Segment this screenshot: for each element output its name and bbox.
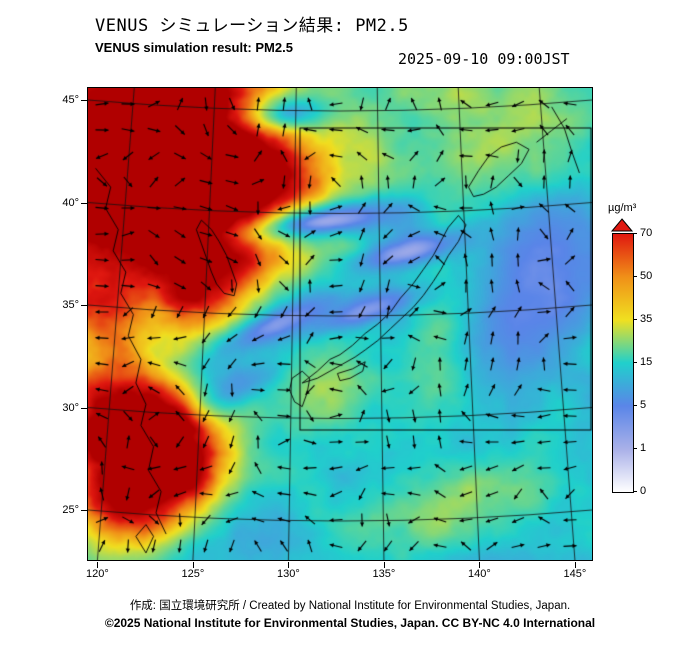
timestamp: 2025-09-10 09:00JST xyxy=(398,50,570,68)
latitude-tick-label: 40° xyxy=(62,196,79,209)
longitude-tick-label: 130° xyxy=(277,568,300,580)
colorbar-tick-label: 15 xyxy=(640,355,653,368)
colorbar-tick-label: 50 xyxy=(640,269,653,282)
latitude-tick-mark xyxy=(81,305,87,306)
colorbar-over-range-arrow-icon xyxy=(610,218,634,232)
colorbar-tick-label: 0 xyxy=(640,484,647,497)
latitude-tick-label: 35° xyxy=(62,299,79,311)
longitude-tick-mark xyxy=(479,562,481,568)
latitude-tick-label: 25° xyxy=(62,504,79,516)
latitude-tick-mark xyxy=(81,407,87,409)
longitude-tick-mark xyxy=(192,562,194,568)
colorbar-tick-label: 70 xyxy=(640,226,653,239)
latitude-tick-label: 45° xyxy=(62,94,79,106)
colorbar-tick-mark xyxy=(633,405,637,406)
colorbar-tick-label: 5 xyxy=(640,398,647,411)
longitude-tick-mark xyxy=(97,562,99,568)
colorbar-tick-label: 1 xyxy=(640,441,647,454)
longitude-tick-label: 125° xyxy=(181,568,205,580)
latitude-tick-mark xyxy=(81,510,87,511)
latitude-tick-mark xyxy=(81,202,87,204)
credit-line: 作成: 国立環境研究所 / Created by National Instit… xyxy=(129,600,571,612)
latitude-tick-label: 30° xyxy=(62,401,79,414)
colorbar-gradient xyxy=(612,233,634,493)
longitude-tick-label: 145° xyxy=(563,568,587,580)
latitude-tick-mark xyxy=(81,100,87,101)
longitude-tick-mark xyxy=(574,562,576,568)
colorbar-tick-mark xyxy=(633,362,637,363)
colorbar-tick-mark xyxy=(633,448,637,449)
longitude-tick-label: 120° xyxy=(86,568,109,580)
map-panel xyxy=(86,86,593,561)
colorbar-tick-label: 35 xyxy=(640,312,653,325)
page-title-jp: VENUS シミュレーション結果: PM2.5 xyxy=(95,16,409,36)
pm25-heatmap-canvas xyxy=(87,87,592,560)
longitude-tick-label: 140° xyxy=(468,568,491,580)
colorbar-tick-mark xyxy=(633,233,637,234)
colorbar-tick-mark xyxy=(633,319,637,320)
page-title-en: VENUS simulation result: PM2.5 xyxy=(95,40,293,55)
longitude-tick-mark xyxy=(288,562,290,568)
longitude-tick-mark xyxy=(383,562,385,568)
colorbar-tick-mark xyxy=(633,491,637,492)
colorbar-unit-label: µg/m³ xyxy=(608,202,637,214)
longitude-tick-label: 135° xyxy=(372,568,396,580)
license-line: ©2025 National Institute for Environment… xyxy=(104,616,596,630)
colorbar-tick-mark xyxy=(633,276,637,277)
